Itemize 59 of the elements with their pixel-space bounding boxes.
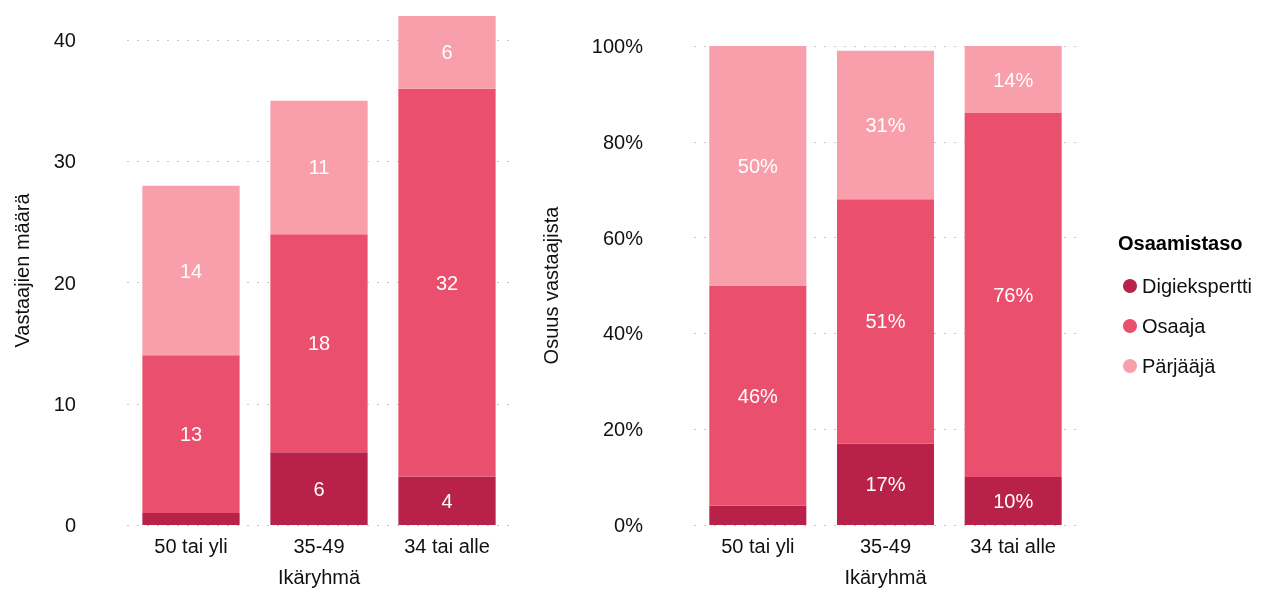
y-tick-label: 40: [53, 29, 76, 52]
y-tick-label: 60%: [602, 226, 644, 249]
bar: [142, 355, 240, 513]
x-tick-label: 34 tai alle: [970, 535, 1056, 557]
data-label: 18: [307, 332, 331, 355]
x-tick-label: 34 tai alle: [404, 535, 490, 557]
data-label: 4: [441, 489, 453, 512]
data-label: 17%: [865, 473, 906, 496]
bar: [836, 199, 935, 444]
y-tick-label: 30: [53, 150, 76, 173]
bar: [964, 46, 1062, 114]
data-label: 14%: [993, 68, 1034, 91]
data-label: 13: [179, 423, 203, 446]
bar: [270, 100, 368, 235]
bar: [709, 505, 807, 525]
x-axis-title: Ikäryhmä: [844, 566, 928, 588]
data-label: 76%: [993, 284, 1034, 307]
bar: [964, 477, 1062, 525]
y-tick-label: 10: [53, 392, 76, 415]
bar: [836, 50, 935, 200]
data-label: 50%: [737, 154, 779, 177]
data-label: 51%: [865, 310, 906, 333]
x-tick-label: 35-49: [293, 535, 345, 557]
data-label: 11: [308, 156, 330, 179]
legend-label: Osaaja: [1142, 315, 1207, 337]
y-tick-label: 0%: [614, 514, 644, 536]
bar: [270, 234, 368, 453]
data-label: 10%: [993, 490, 1034, 513]
bar: [709, 285, 807, 506]
y-tick-label: 20%: [602, 418, 644, 441]
y-tick-label: 40%: [602, 322, 644, 345]
bar: [142, 512, 240, 525]
data-label: 46%: [737, 384, 779, 407]
legend-label: Digiekspertti: [1142, 275, 1253, 297]
data-label: 31%: [865, 114, 906, 137]
bar: [398, 88, 496, 477]
y-tick-label: 20: [53, 271, 76, 294]
bar: [398, 16, 496, 89]
legend-title: Osaamistaso: [1118, 232, 1243, 254]
x-tick-label: 50 tai yli: [721, 535, 795, 557]
y-axis-title: Vastaajien määrä: [11, 192, 33, 348]
x-tick-label: 50 tai yli: [154, 535, 228, 557]
data-label: 14: [179, 259, 203, 282]
bar: [709, 46, 807, 286]
data-label: 32: [435, 271, 459, 294]
y-axis-title: Osuus vastaajista: [540, 205, 562, 365]
bar: [836, 443, 935, 525]
bar: [398, 476, 496, 525]
x-tick-label: 35-49: [859, 535, 912, 557]
x-axis-title: Ikäryhmä: [277, 566, 361, 588]
y-tick-label: 80%: [602, 130, 644, 153]
bar: [270, 452, 368, 525]
legend-label: Pärjääjä: [1142, 355, 1217, 377]
data-label: 6: [441, 41, 453, 64]
bar: [142, 185, 240, 356]
y-tick-label: 0: [64, 514, 76, 536]
y-tick-label: 100%: [591, 35, 644, 57]
data-label: 6: [313, 477, 325, 500]
bar: [964, 113, 1062, 478]
